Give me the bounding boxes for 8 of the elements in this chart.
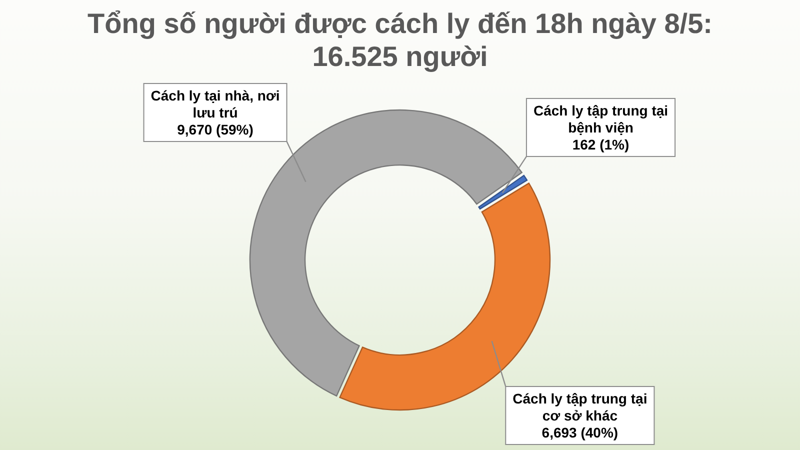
slice-label: Cách ly tại nhà, nơi lưu trú — [150, 88, 280, 120]
donut-slice — [339, 182, 551, 411]
slice-label: Cách ly tập trung tại cơ sở khác — [512, 390, 648, 424]
data-label: 6,693 (40%) — [542, 424, 618, 440]
data-label: 9,670 (59%) — [177, 122, 254, 138]
chart-title: Tổng số người được cách ly đến 18h ngày 8/5: 16.525 người — [88, 8, 712, 72]
slice-label: Cách ly tập trung tại bệnh viện — [533, 102, 668, 136]
data-label: 162 (1%) — [572, 136, 630, 152]
